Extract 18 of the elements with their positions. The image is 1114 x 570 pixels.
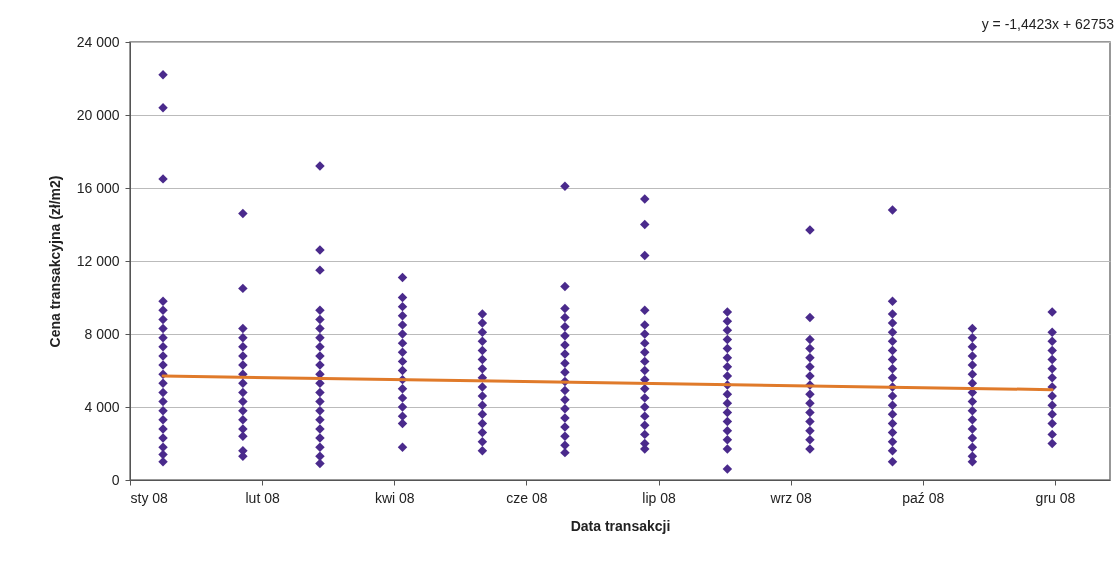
x-tick-label: kwi 08 xyxy=(374,489,415,506)
y-tick-label: 24 000 xyxy=(76,33,120,50)
x-tick-label: gru 08 xyxy=(1035,489,1076,506)
x-axis-title: Data transakcji xyxy=(570,517,671,534)
x-tick-label: lut 08 xyxy=(245,489,280,506)
text: y = -1,4423x + 62753 xyxy=(981,16,1114,32)
y-tick-label: 12 000 xyxy=(76,252,120,269)
x-tick-label: wrz 08 xyxy=(769,489,813,506)
x-tick-label: paź 08 xyxy=(902,489,945,506)
y-axis-title: Cena transakcyjna (zł/m2) xyxy=(46,175,63,348)
y-tick-label: 0 xyxy=(111,471,120,488)
x-tick-label: sty 08 xyxy=(130,489,169,506)
y-tick-label: 4 000 xyxy=(84,398,120,415)
y-tick-label: 20 000 xyxy=(76,106,120,123)
y-tick-label: 16 000 xyxy=(76,179,120,196)
y-tick-label: 8 000 xyxy=(84,325,120,342)
x-tick-label: lip 08 xyxy=(642,489,676,506)
x-tick-label: cze 08 xyxy=(506,489,548,506)
